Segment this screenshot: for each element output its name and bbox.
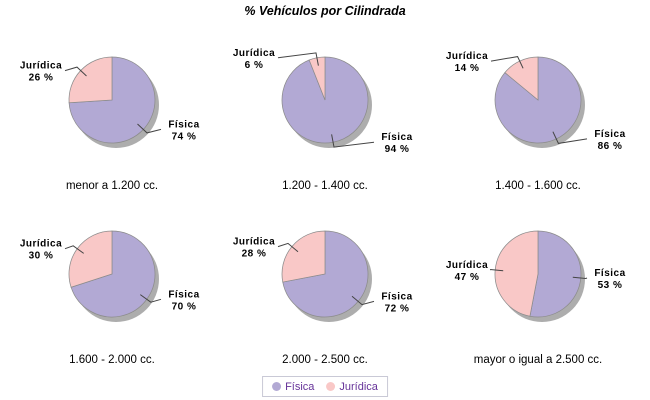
chart-title: % Vehículos por Cilindrada xyxy=(244,4,406,18)
pie-chart-svg: Física 86 % Jurídica 14 % 1.400 - 1.600 cc. xyxy=(446,51,625,192)
slice-label-fisica: Física 53 % xyxy=(594,268,625,291)
leader-line-juridica xyxy=(64,66,87,77)
legend-label-juridica: Jurídica xyxy=(339,380,378,393)
leader-line-juridica xyxy=(277,242,299,253)
leader-line-juridica xyxy=(490,56,524,69)
leader-line-fisica xyxy=(351,295,375,306)
slice-label-fisica: Física 86 % xyxy=(594,129,625,152)
pie-chart-cell: Física 74 % Jurídica 26 % menor a 1.200 cc. xyxy=(4,24,221,198)
category-label: mayor o igual a 2.500 cc. xyxy=(474,354,603,366)
legend-label-fisica: Física xyxy=(285,380,315,393)
leader-line-juridica xyxy=(489,269,504,272)
pie-slice-juridica xyxy=(281,230,326,283)
leader-line-fisica xyxy=(572,276,588,280)
pie-chart-svg: Física 70 % Jurídica 30 % 1.600 - 2.000 cc. xyxy=(20,230,199,366)
leader-line-fisica xyxy=(137,123,162,134)
leader-line-fisica xyxy=(552,131,588,144)
category-label: 1.200 - 1.400 cc. xyxy=(282,180,368,192)
slice-label-fisica: Física 74 % xyxy=(168,119,199,142)
category-label: menor a 1.200 cc. xyxy=(66,180,158,192)
slice-label-juridica: Jurídica 28 % xyxy=(233,237,275,260)
legend: Física Jurídica xyxy=(262,376,388,397)
pie-chart-svg: Física 53 % Jurídica 47 % mayor o igual a 2.… xyxy=(446,230,625,366)
slice-label-juridica: Jurídica 30 % xyxy=(20,239,62,262)
leader-line-juridica xyxy=(277,52,319,66)
category-label: 2.000 - 2.500 cc. xyxy=(282,354,368,366)
slice-label-juridica: Jurídica 47 % xyxy=(446,260,488,283)
category-label: 1.600 - 2.000 cc. xyxy=(69,354,155,366)
pie-chart-svg: Física 72 % Jurídica 28 % 2.000 - 2.500 cc. xyxy=(233,230,412,366)
leader-line-fisica xyxy=(140,294,162,303)
slice-label-juridica: Jurídica 14 % xyxy=(446,51,488,74)
slice-label-fisica: Física 72 % xyxy=(381,291,412,314)
slice-label-fisica: Física 94 % xyxy=(381,132,412,155)
slice-label-fisica: Física 70 % xyxy=(168,289,199,312)
pie-chart-svg: Física 74 % Jurídica 26 % menor a 1.200 cc. xyxy=(20,56,199,192)
pie-chart-cell: Física 70 % Jurídica 30 % 1.600 - 2.000 cc. xyxy=(4,198,221,372)
legend-item-juridica: Jurídica xyxy=(326,381,378,393)
pie-slice-juridica xyxy=(494,230,539,317)
slice-label-juridica: Jurídica 6 % xyxy=(233,48,275,71)
leader-line-fisica xyxy=(331,134,375,148)
category-label: 1.400 - 1.600 cc. xyxy=(495,180,581,192)
leader-line-juridica xyxy=(64,245,84,254)
fisica-marker-icon xyxy=(272,382,282,391)
pie-slice-juridica xyxy=(68,56,113,104)
pie-chart-cell: Física 53 % Jurídica 47 % mayor o igual a 2.… xyxy=(430,198,647,372)
pie-chart-cell: Física 94 % Jurídica 6 % 1.200 - 1.400 cc. xyxy=(217,24,434,198)
pie-grid: Física 74 % Jurídica 26 % menor a 1.200 cc. F… xyxy=(4,24,647,372)
juridica-marker-icon xyxy=(326,382,336,391)
pie-chart-svg: Física 94 % Jurídica 6 % 1.200 - 1.400 cc. xyxy=(233,48,412,192)
legend-item-fisica: Física xyxy=(272,381,314,393)
pie-chart-cell: Física 72 % Jurídica 28 % 2.000 - 2.500 cc. xyxy=(217,198,434,372)
slice-label-juridica: Jurídica 26 % xyxy=(20,61,62,84)
pie-chart-cell: Física 86 % Jurídica 14 % 1.400 - 1.600 cc. xyxy=(430,24,647,198)
